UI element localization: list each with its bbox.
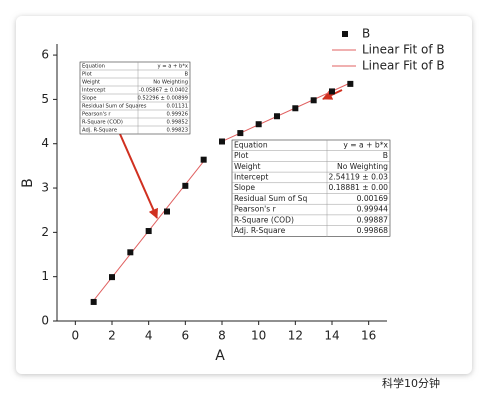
table-key: Residual Sum of Squares [82,104,147,110]
table-value: y = a + b*x [158,64,189,70]
x-tick-label: 0 [72,329,80,343]
table-key: Plot [82,72,92,78]
table-value: No Weighting [153,80,188,86]
point [292,105,299,112]
fit-line [221,82,351,142]
table-value: 0.52296 ± 0.00899 [137,96,188,102]
x-tick-label: 4 [145,329,153,343]
table-value: 0.00169 [357,194,389,203]
fit-table [79,61,191,135]
point [219,138,225,145]
y-tick-label: 5 [41,92,49,106]
table-key: Residual Sum of Sq [234,194,307,203]
point [200,156,207,163]
table-key: R-Square (COD) [82,120,123,126]
table-key: Slope [82,96,96,102]
table-key: Adj. R-Square [82,128,117,134]
point [182,182,189,189]
point [237,130,244,137]
x-tick-label: 14 [324,329,339,343]
table-key: Plot [234,151,248,160]
point [329,88,335,95]
y-axis-label: B [20,178,36,188]
table-value: 0.99823 [167,128,188,134]
watermark: 科学10分钟 [382,376,440,390]
table-value: 2.54119 ± 0.03 [328,172,388,181]
point [145,228,152,235]
point [310,97,317,104]
table-value: B [184,72,188,78]
table-key: Equation [234,140,268,149]
x-tick-label: 2 [108,329,116,343]
table-value: 0.99926 [167,112,188,118]
y-tick-label: 0 [41,314,49,328]
x-tick-label: 8 [218,329,226,343]
point [127,249,134,256]
table-value: 0.18881 ± 0.00 [328,183,388,192]
legend-marker [342,31,348,37]
point [347,80,354,87]
point [274,113,280,120]
table-key: Adj. R-Square [234,226,286,235]
table-key: Intercept [234,172,268,181]
table-key: Weight [82,80,100,86]
y-tick-label: 3 [41,181,49,195]
y-tick-label: 2 [41,225,49,239]
table-value: 0.99868 [357,226,389,235]
arrow [119,133,158,219]
table-value: 0.01131 [167,104,188,110]
legend-label: B [362,27,370,41]
y-tick-label: 1 [41,269,49,283]
table-key: Pearson's r [234,205,277,214]
point [255,121,262,128]
table-value: -0.05867 ± 0.0402 [139,88,188,94]
x-tick-label: 10 [251,329,266,343]
table-key: Weight [234,162,260,171]
table-value: 0.99887 [357,215,389,224]
table-value: No Weighting [337,162,388,171]
table-value: 0.99852 [167,120,188,126]
table-key: Pearson's r [82,112,111,118]
x-tick-label: 6 [182,329,190,343]
legend-label: Linear Fit of B [362,43,445,57]
arrow [322,89,343,100]
table-key: Equation [82,64,105,70]
x-axis-label: A [215,348,225,364]
y-tick-label: 4 [41,136,49,150]
legend-label: Linear Fit of B [362,59,445,73]
point [109,274,115,281]
table-key: Intercept [82,88,105,94]
point [164,208,170,215]
fit-table [231,139,391,237]
x-tick-label: 12 [288,329,303,343]
table-value: 0.99944 [357,205,389,214]
y-tick-label: 6 [41,48,49,62]
table-key: R-Square (COD) [234,215,294,224]
point [90,298,97,305]
table-value: y = a + b*x [343,140,388,149]
table-value: B [383,151,388,160]
x-tick-label: 16 [361,329,376,343]
table-key: Slope [234,183,255,192]
